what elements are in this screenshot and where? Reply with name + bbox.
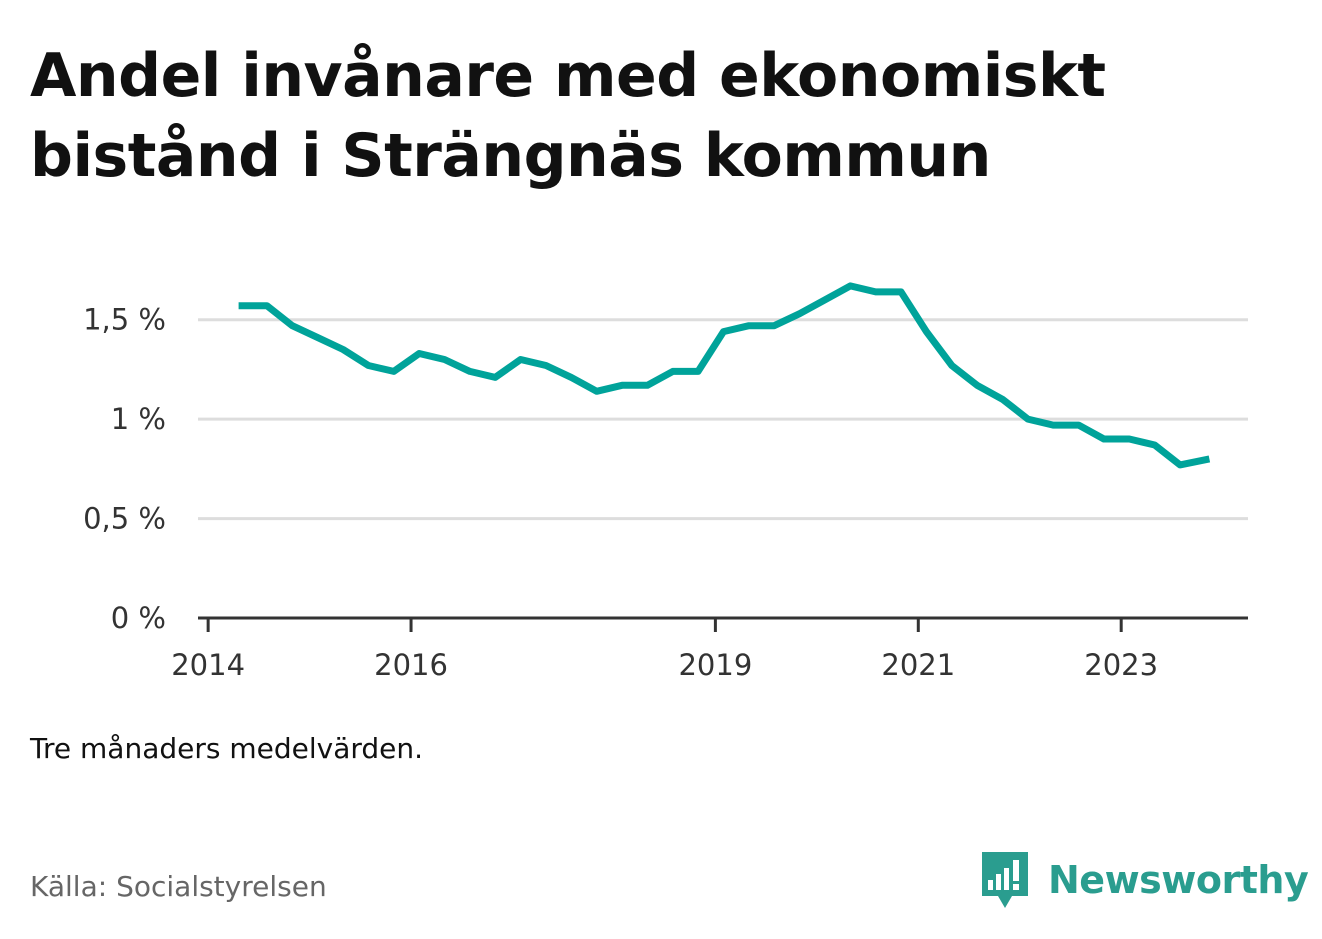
data-point	[543, 362, 550, 369]
chart-title: Andel invånare med ekonomiskt bistånd i …	[30, 41, 1106, 191]
data-point	[898, 288, 905, 295]
x-tick-label: 2016	[374, 648, 448, 682]
y-tick-label: 1,5 %	[83, 303, 166, 337]
brand-logo: Newsworthy	[980, 850, 1309, 910]
series-line	[238, 282, 1211, 469]
data-point	[289, 322, 296, 329]
y-axis-labels: 0 % 0,5 % 1 % 1,5 %	[83, 303, 166, 635]
newsworthy-logo-icon	[982, 852, 1028, 908]
y-tick-label: 1 %	[111, 402, 166, 436]
x-axis: 2014 2016 2019 2021 2023	[171, 616, 1248, 682]
data-point	[644, 382, 651, 389]
data-point	[390, 368, 397, 375]
y-tick-label: 0,5 %	[83, 502, 166, 536]
data-point	[872, 288, 879, 295]
chart-note: Tre månaders medelvärden.	[30, 732, 424, 765]
data-point	[1050, 422, 1057, 429]
data-point	[1206, 455, 1213, 462]
data-point	[365, 362, 372, 369]
data-point	[1177, 461, 1184, 468]
data-point	[314, 334, 321, 341]
series-layer	[235, 282, 1213, 469]
data-point	[745, 322, 752, 329]
data-point	[568, 374, 575, 381]
data-point	[822, 296, 829, 303]
data-point	[1075, 422, 1082, 429]
data-point	[669, 368, 676, 375]
x-tick-label: 2023	[1084, 648, 1158, 682]
x-tick-label: 2014	[171, 648, 245, 682]
data-point	[235, 302, 242, 309]
data-point	[771, 322, 778, 329]
data-point	[796, 310, 803, 317]
data-point	[441, 356, 448, 363]
data-point	[492, 374, 499, 381]
gridlines	[198, 318, 1248, 521]
data-point	[720, 328, 727, 335]
data-point	[999, 396, 1006, 403]
brand-name: Newsworthy	[1048, 858, 1309, 902]
data-point	[948, 362, 955, 369]
data-point	[695, 368, 702, 375]
data-point	[517, 356, 524, 363]
data-point	[466, 368, 473, 375]
x-tick-label: 2019	[678, 648, 752, 682]
data-point	[1151, 442, 1158, 449]
data-point	[593, 388, 600, 395]
y-tick-label: 0 %	[111, 601, 166, 635]
data-point	[264, 302, 271, 309]
source-credit: Källa: Socialstyrelsen	[30, 870, 327, 903]
data-point	[923, 328, 930, 335]
data-point	[340, 346, 347, 353]
x-tick-label: 2021	[881, 648, 955, 682]
data-point	[974, 382, 981, 389]
line-chart: 2014 2016 2019 2021 2023 0 % 0,5 % 1 % 1,5 %	[83, 282, 1248, 682]
data-point	[416, 350, 423, 357]
data-point	[1126, 436, 1133, 443]
data-point	[1100, 436, 1107, 443]
data-point	[847, 282, 854, 289]
data-point	[1024, 416, 1031, 423]
data-point	[619, 382, 626, 389]
